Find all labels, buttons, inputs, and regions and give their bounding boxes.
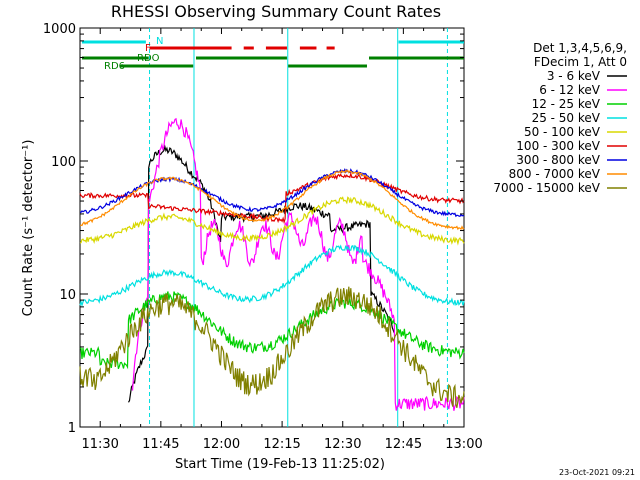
series-line <box>79 244 465 308</box>
legend-entry: 800 - 7000 keV <box>509 167 601 181</box>
timestamp: 23-Oct-2021 09:21 <box>559 468 635 477</box>
flag-label: RD6 <box>104 61 125 72</box>
series-line <box>79 171 465 225</box>
flag-label: RDO <box>137 53 160 64</box>
series-line <box>79 291 465 370</box>
flag-label: F <box>145 43 151 54</box>
series-line <box>131 117 465 411</box>
legend-entry: 100 - 300 keV <box>516 139 600 153</box>
series-line <box>79 169 465 231</box>
gridlines <box>149 28 448 427</box>
legend-entry: 50 - 100 keV <box>524 125 601 139</box>
x-tick-label: 12:00 <box>203 437 240 452</box>
axis-layer: 11:30 11:45 12:00 12:15 12:30 12:45 13:00 1 10 10… <box>43 22 483 452</box>
y-axis-label: Count Rate (s⁻¹ detector⁻¹) <box>21 140 36 317</box>
series-layer <box>79 117 465 411</box>
legend-header-2: FDecim 1, Att 0 <box>534 55 627 69</box>
legend: Det 1,3,4,5,6,9, FDecim 1, Att 0 3 - 6 k… <box>493 41 627 195</box>
y-tick-label: 1 <box>68 421 76 436</box>
y-tick-label: 1000 <box>43 22 76 37</box>
x-tick-label: 13:00 <box>445 437 482 452</box>
chart-title: RHESSI Observing Summary Count Rates <box>111 2 441 21</box>
legend-entry: 7000 - 15000 keV <box>493 181 600 195</box>
series-line <box>79 168 465 218</box>
legend-entry: 6 - 12 keV <box>539 83 601 97</box>
plot-frame <box>79 27 465 428</box>
x-tick-label: 11:45 <box>142 437 179 452</box>
x-tick-label: 12:30 <box>324 437 361 452</box>
legend-entry: 300 - 800 keV <box>516 153 600 167</box>
legend-entry: 12 - 25 keV <box>532 97 601 111</box>
series-line <box>79 196 465 246</box>
series-line <box>127 144 395 403</box>
x-tick-label: 12:15 <box>263 437 300 452</box>
series-line <box>79 286 465 408</box>
legend-entry: 3 - 6 keV <box>547 69 601 83</box>
flag-label: N <box>156 36 163 47</box>
x-tick-label: 12:45 <box>385 437 422 452</box>
x-axis-label: Start Time (19-Feb-13 11:25:02) <box>175 457 385 472</box>
y-tick-label: 100 <box>51 155 76 170</box>
x-tick-label: 11:30 <box>81 437 118 452</box>
y-tick-label: 10 <box>59 288 76 303</box>
legend-entry: 25 - 50 keV <box>532 111 601 125</box>
legend-header-1: Det 1,3,4,5,6,9, <box>533 41 627 55</box>
